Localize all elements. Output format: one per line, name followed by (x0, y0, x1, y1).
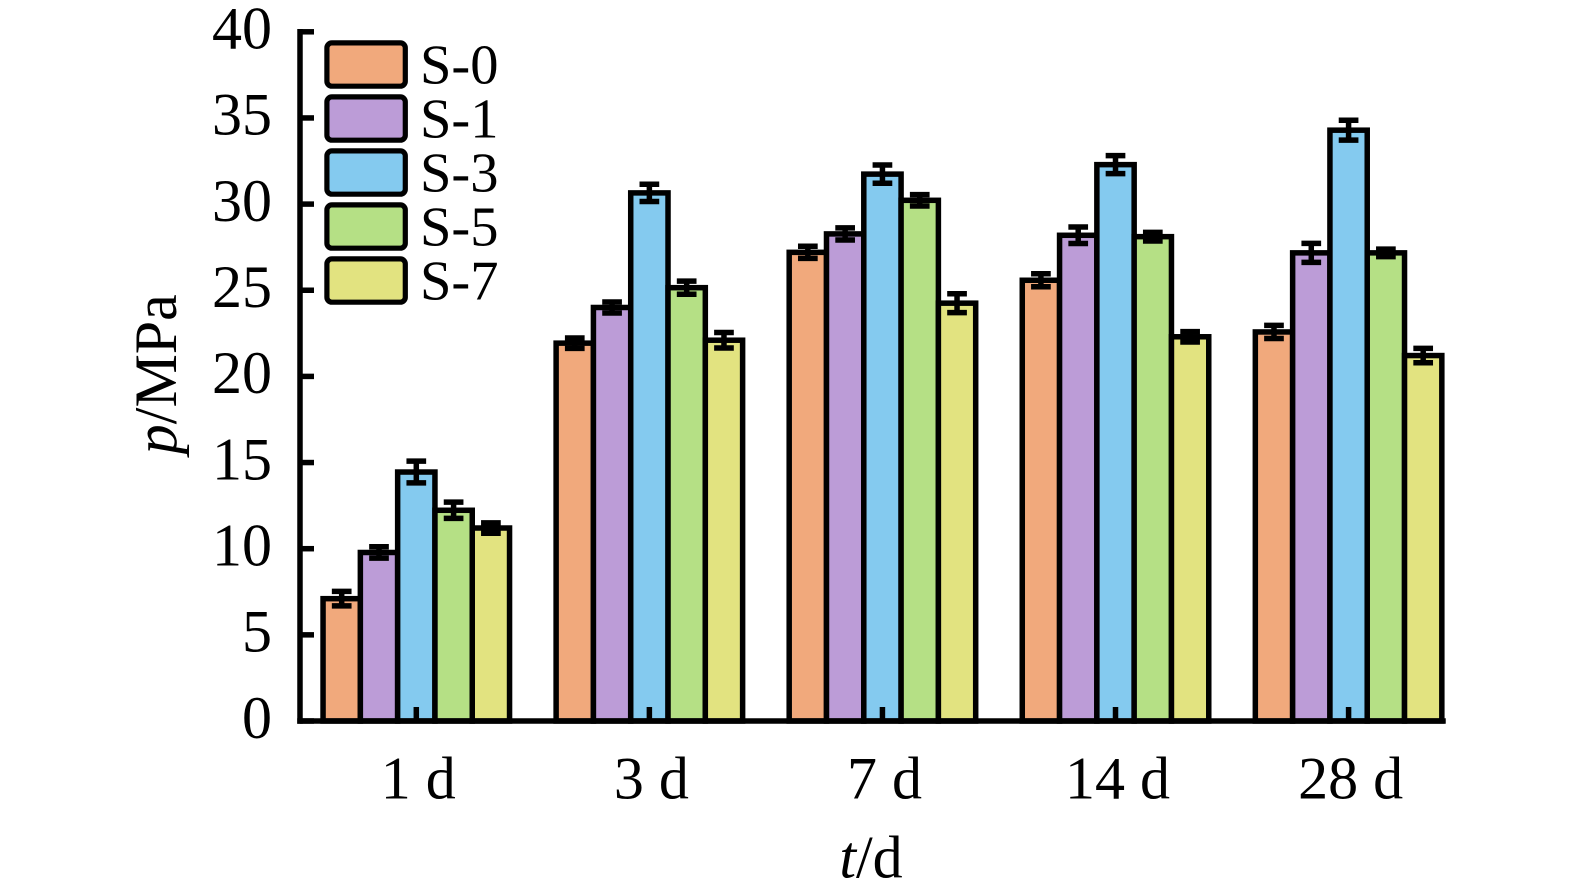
svg-text:28 d: 28 d (1298, 746, 1403, 812)
svg-text:t/d: t/d (839, 825, 902, 891)
svg-text:1 d: 1 d (381, 746, 456, 812)
svg-text:20: 20 (212, 340, 272, 406)
svg-text:S-0: S-0 (420, 35, 499, 97)
svg-text:14 d: 14 d (1065, 746, 1170, 812)
svg-text:25: 25 (212, 254, 272, 320)
svg-text:S-7: S-7 (420, 251, 499, 313)
svg-text:40: 40 (212, 0, 272, 62)
svg-text:3 d: 3 d (614, 746, 689, 812)
svg-text:S-1: S-1 (420, 89, 499, 151)
svg-text:p/MPa: p/MPa (123, 294, 189, 458)
svg-text:S-3: S-3 (420, 143, 499, 205)
svg-text:10: 10 (212, 512, 272, 578)
svg-text:5: 5 (242, 599, 272, 665)
svg-text:30: 30 (212, 168, 272, 234)
svg-text:15: 15 (212, 426, 272, 492)
svg-text:0: 0 (242, 685, 272, 751)
svg-text:7 d: 7 d (847, 746, 922, 812)
svg-text:S-5: S-5 (420, 197, 499, 259)
svg-text:35: 35 (212, 82, 272, 148)
